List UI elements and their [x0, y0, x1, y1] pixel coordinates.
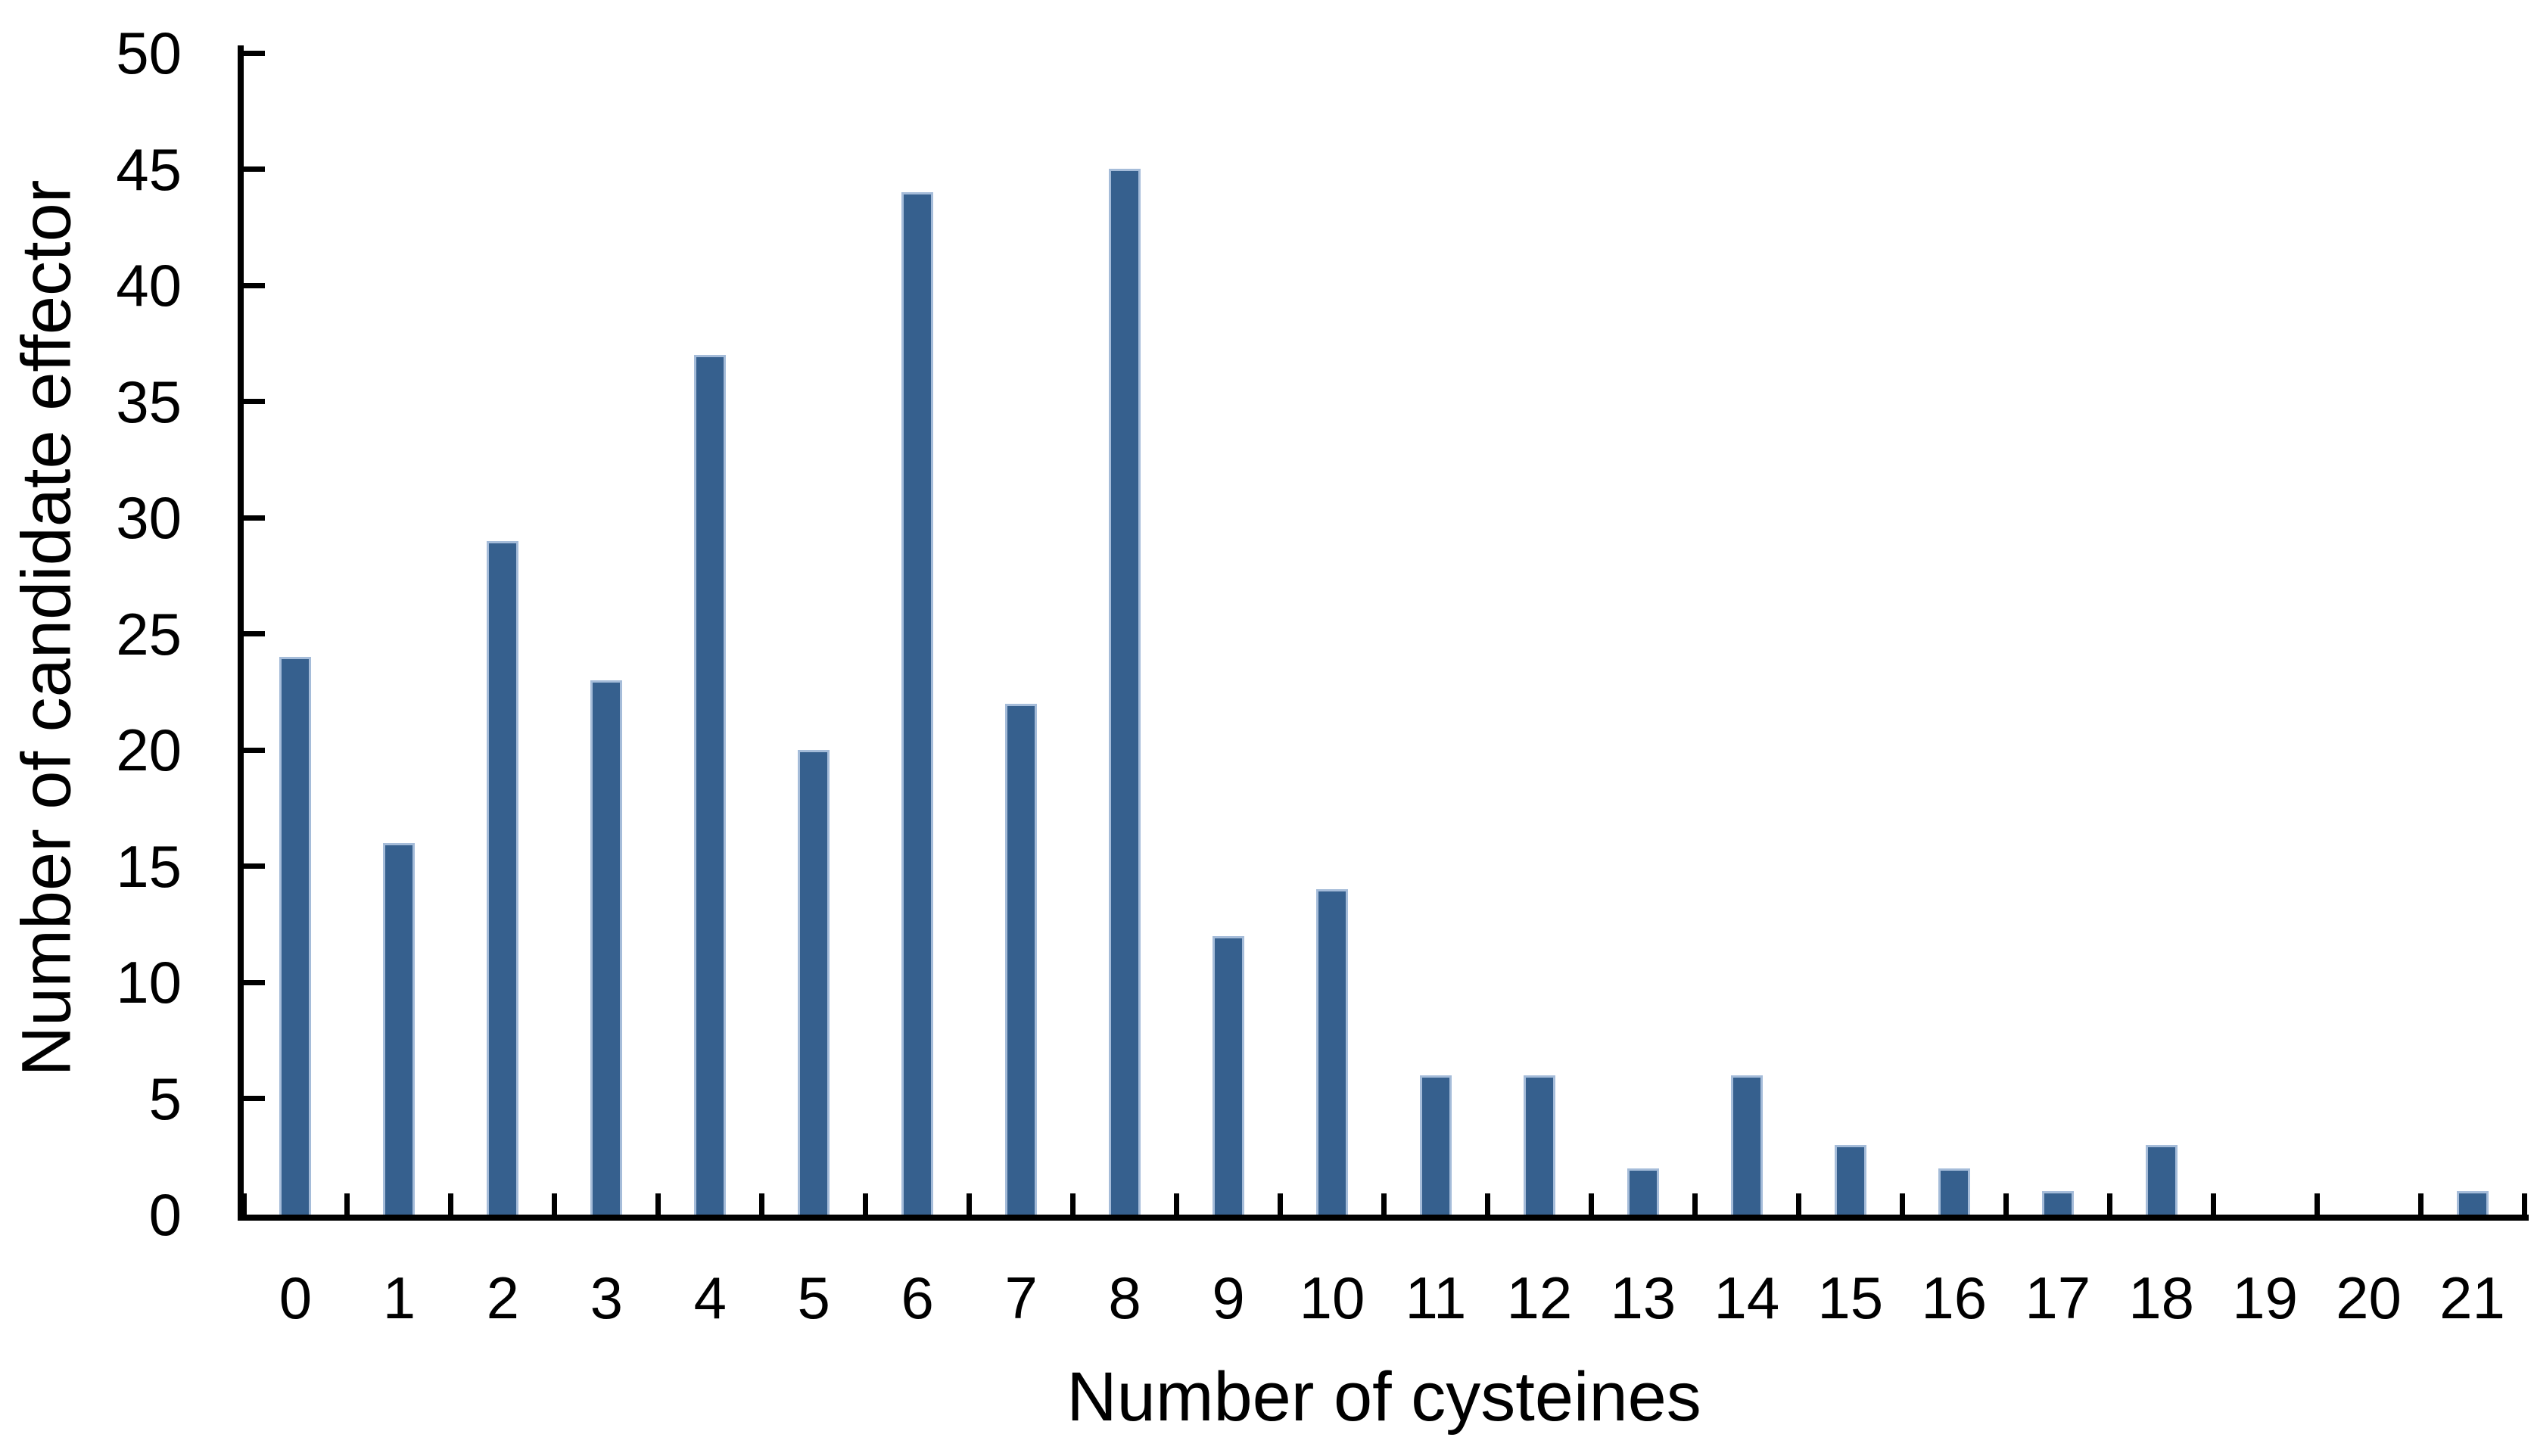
- y-tick: [244, 1096, 265, 1101]
- x-tick-label: 8: [1108, 1265, 1141, 1331]
- y-tick-label: 45: [116, 135, 182, 203]
- y-tick-label: 10: [116, 949, 182, 1016]
- y-tick: [244, 166, 265, 172]
- y-tick-label: 50: [116, 20, 182, 86]
- y-tick: [244, 399, 265, 404]
- bar-cysteines-0: [279, 657, 312, 1215]
- x-tick-label: 17: [2025, 1265, 2091, 1331]
- x-tick: [2106, 1193, 2112, 1215]
- x-tick-label: 13: [1610, 1265, 1676, 1331]
- bar-cysteines-4: [694, 355, 727, 1215]
- x-tick-label: 18: [2128, 1265, 2195, 1331]
- x-tick-label: 15: [1817, 1265, 1884, 1331]
- x-tick: [1278, 1193, 1284, 1215]
- x-tick-label: 19: [2232, 1265, 2298, 1331]
- x-tick: [1692, 1193, 1698, 1215]
- bar-cysteines-13: [1627, 1168, 1659, 1215]
- y-tick-label: 20: [116, 717, 182, 783]
- x-tick: [2314, 1193, 2320, 1215]
- x-tick: [1381, 1193, 1387, 1215]
- x-tick-label: 14: [1714, 1265, 1780, 1331]
- x-tick-label: 16: [1921, 1265, 1988, 1331]
- x-tick-label: 6: [901, 1265, 934, 1331]
- bar-cysteines-3: [590, 680, 623, 1215]
- bar-cysteines-14: [1730, 1075, 1763, 1215]
- bar-cysteines-8: [1109, 169, 1141, 1215]
- bar-cysteines-7: [1005, 704, 1038, 1215]
- x-axis-line: [238, 1215, 2529, 1221]
- bar-cysteines-21: [2456, 1191, 2489, 1215]
- bar-cysteines-17: [2041, 1191, 2074, 1215]
- y-tick: [244, 979, 265, 985]
- x-tick: [759, 1193, 765, 1215]
- x-tick: [241, 1193, 247, 1215]
- y-tick-label: 15: [116, 832, 182, 900]
- x-tick-label: 0: [279, 1265, 313, 1331]
- x-tick-label: 11: [1405, 1265, 1467, 1331]
- bar-cysteines-10: [1316, 889, 1349, 1215]
- y-tick-label: 35: [116, 368, 182, 435]
- x-tick: [344, 1193, 350, 1215]
- x-tick-label: 20: [2336, 1265, 2402, 1331]
- y-tick-label: 40: [116, 252, 182, 319]
- x-tick-label: 5: [797, 1265, 830, 1331]
- y-tick: [244, 747, 265, 753]
- bar-cysteines-18: [2145, 1145, 2178, 1215]
- x-tick-label: 12: [1506, 1265, 1573, 1331]
- bar-cysteines-6: [901, 192, 934, 1215]
- x-tick-label: 1: [382, 1265, 416, 1331]
- x-tick-label: 21: [2439, 1265, 2505, 1331]
- x-tick: [1588, 1193, 1594, 1215]
- y-tick: [244, 50, 265, 56]
- bar-cysteines-12: [1523, 1075, 1555, 1215]
- x-axis-title: Number of cysteines: [1066, 1358, 1701, 1436]
- x-tick-label: 3: [590, 1265, 624, 1331]
- bar-cysteines-1: [383, 843, 416, 1215]
- x-tick: [1174, 1193, 1180, 1215]
- bar-cysteines-11: [1419, 1075, 1452, 1215]
- bar-cysteines-9: [1213, 936, 1245, 1215]
- bar-cysteines-5: [798, 750, 830, 1215]
- y-axis-line: [238, 45, 244, 1221]
- bar-cysteines-16: [1938, 1168, 1970, 1215]
- y-tick-label: 25: [116, 600, 182, 667]
- x-tick: [1899, 1193, 1905, 1215]
- x-tick-label: 4: [693, 1265, 727, 1331]
- x-tick: [2521, 1193, 2527, 1215]
- plot-area: [238, 45, 2529, 1221]
- x-tick-label: 10: [1299, 1265, 1365, 1331]
- x-tick-label: 2: [486, 1265, 520, 1331]
- y-tick-label: 0: [148, 1181, 182, 1248]
- x-tick: [1070, 1193, 1076, 1215]
- x-tick: [448, 1193, 454, 1215]
- x-tick: [552, 1193, 558, 1215]
- y-tick: [244, 282, 265, 288]
- x-tick: [2417, 1193, 2423, 1215]
- bar-cysteines-2: [487, 541, 519, 1215]
- y-tick: [244, 631, 265, 636]
- y-tick: [244, 863, 265, 869]
- y-tick-label: 5: [148, 1065, 182, 1132]
- bar-cysteines-15: [1834, 1145, 1866, 1215]
- x-tick: [2210, 1193, 2216, 1215]
- y-tick-label: 30: [116, 484, 182, 551]
- x-tick: [655, 1193, 662, 1215]
- x-tick: [1484, 1193, 1490, 1215]
- x-tick-label: 9: [1212, 1265, 1245, 1331]
- y-tick: [244, 515, 265, 521]
- x-tick: [967, 1193, 973, 1215]
- x-tick: [1795, 1193, 1801, 1215]
- x-tick: [863, 1193, 869, 1215]
- x-tick-label: 7: [1004, 1265, 1038, 1331]
- x-tick: [2003, 1193, 2009, 1215]
